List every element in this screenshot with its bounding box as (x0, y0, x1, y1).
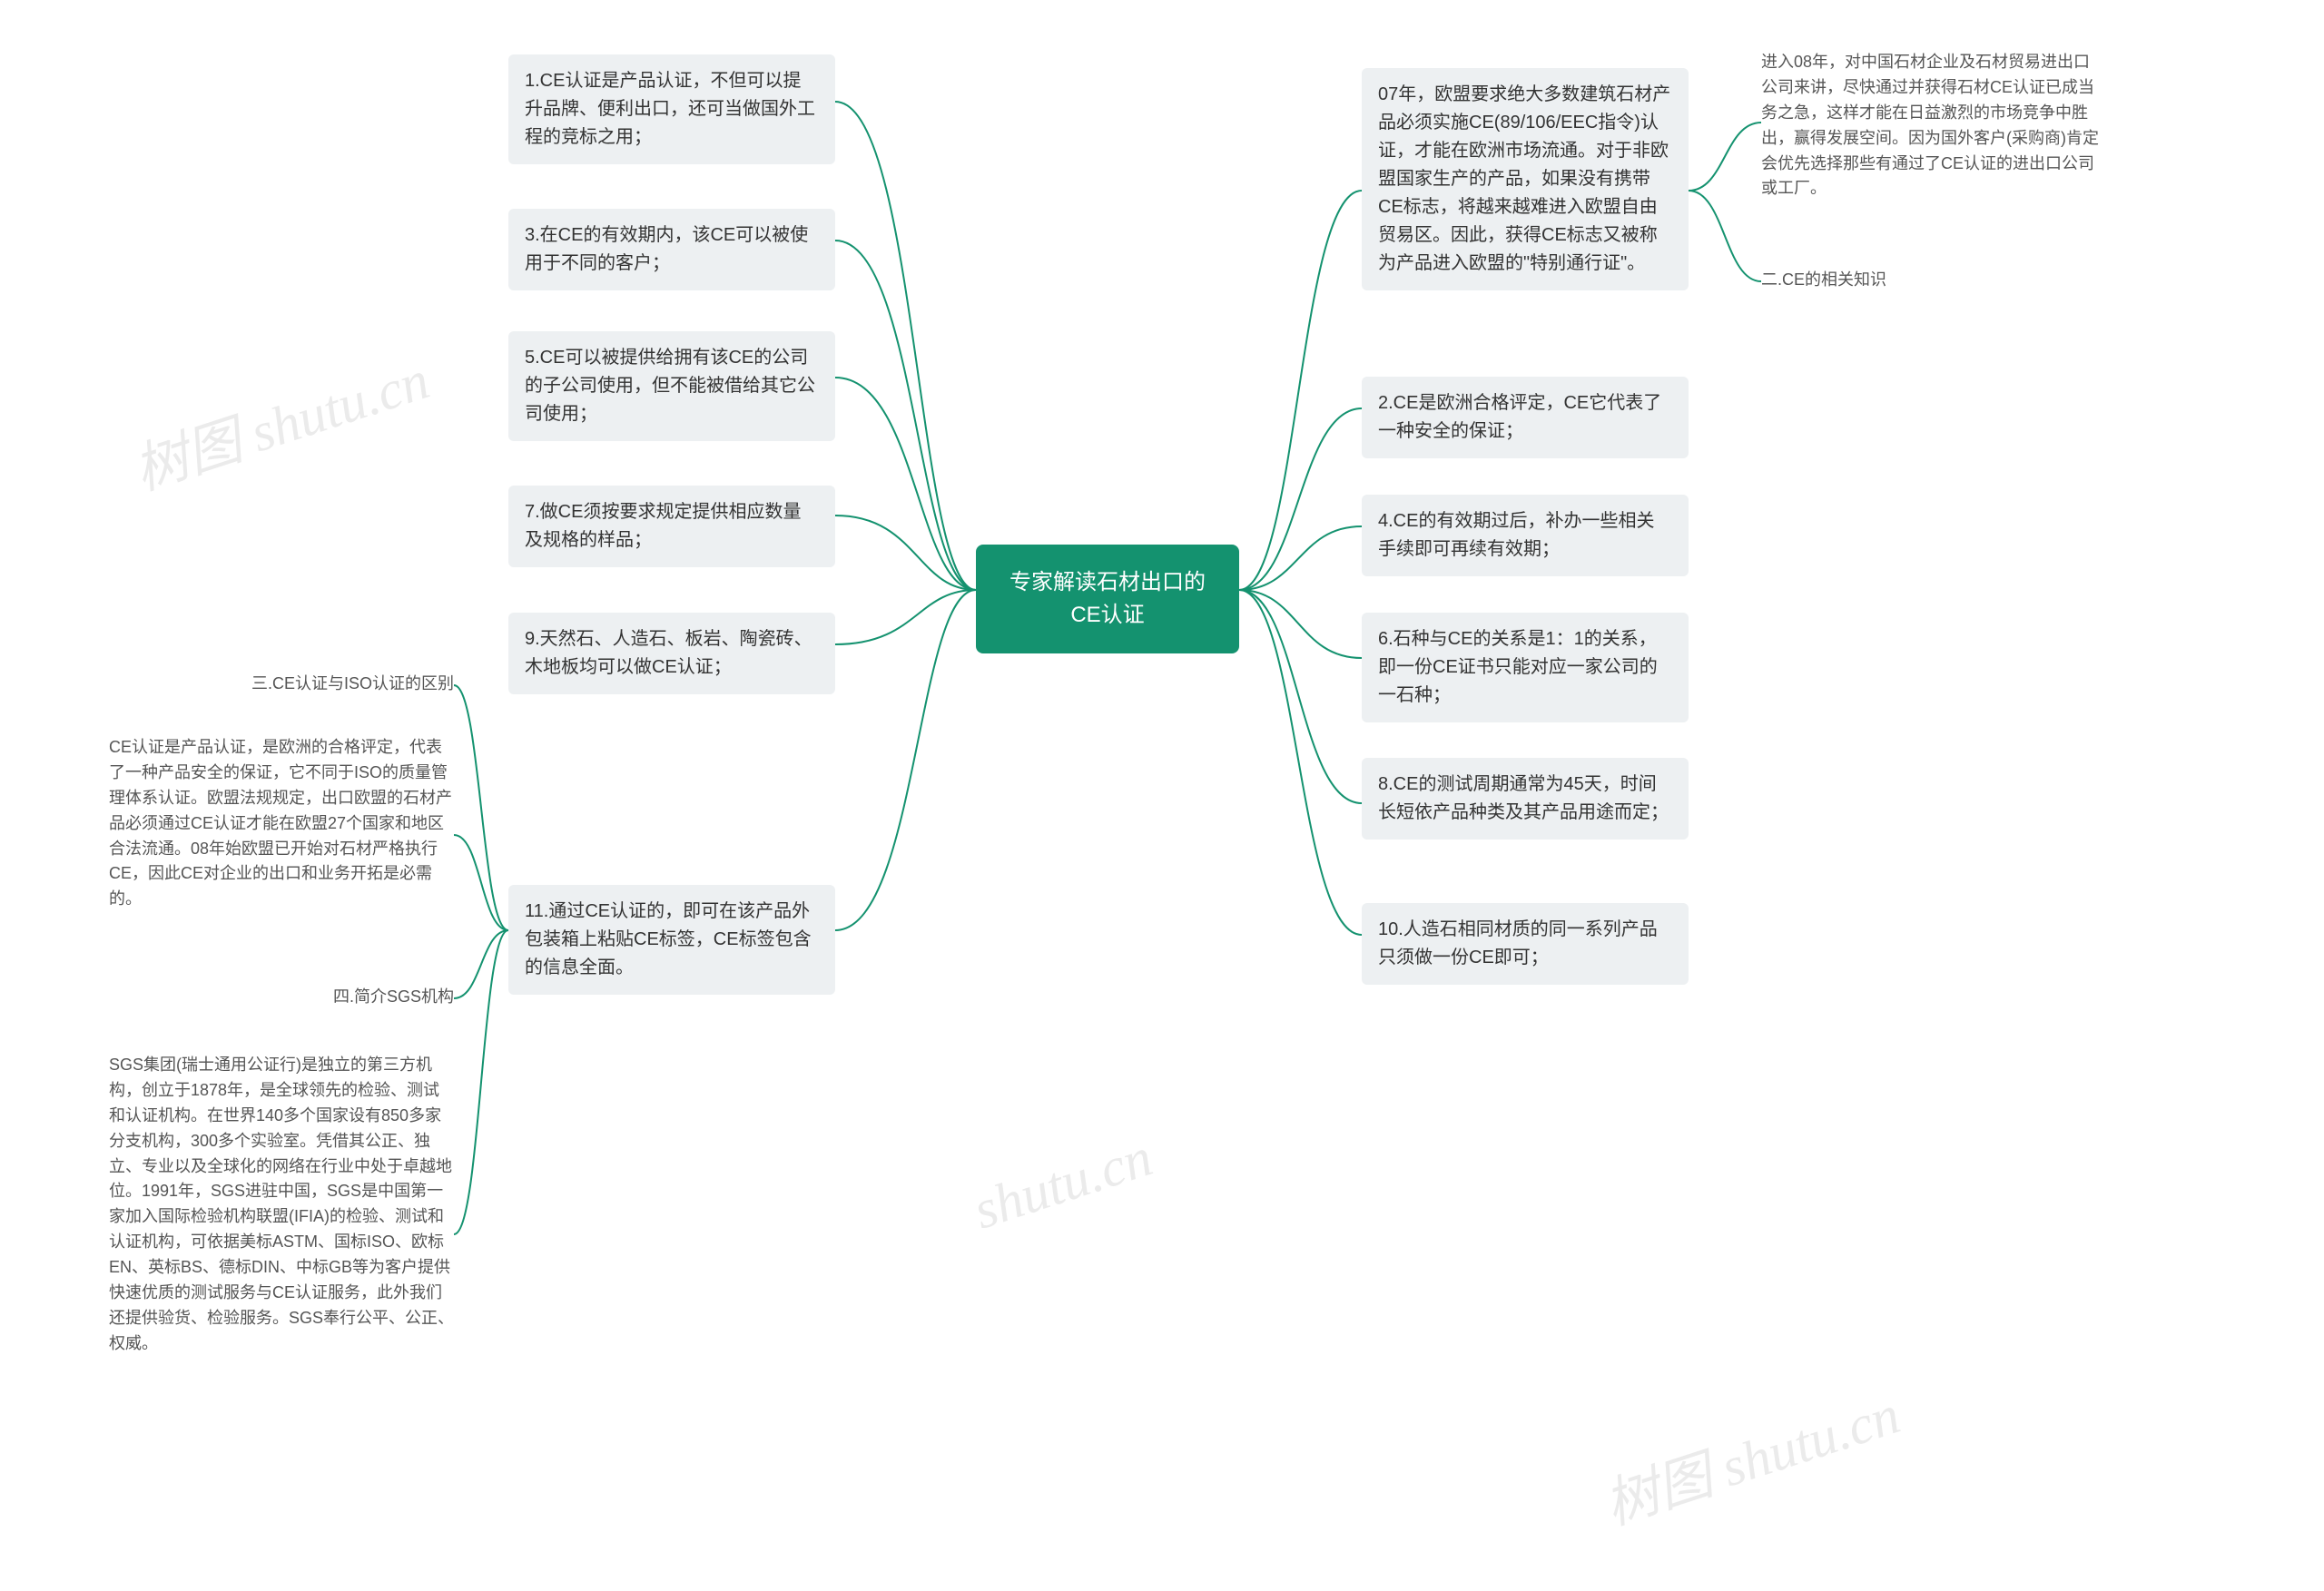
leaf-l11: 11.通过CE认证的，即可在该产品外包装箱上粘贴CE标签，CE标签包含的信息全面… (508, 885, 835, 995)
leaf-r2: 2.CE是欧洲合格评定，CE它代表了一种安全的保证； (1362, 377, 1689, 458)
leaf-l9: 9.天然石、人造石、板岩、陶瓷砖、木地板均可以做CE认证； (508, 613, 835, 694)
watermark: shutu.cn (966, 1126, 1159, 1242)
leaf-l1: 1.CE认证是产品认证，不但可以提升品牌、便利出口，还可当做国外工程的竞标之用； (508, 54, 835, 164)
leaf-r8: 8.CE的测试周期通常为45天，时间长短依产品种类及其产品用途而定； (1362, 758, 1689, 840)
detail-l11-b: CE认证是产品认证，是欧洲的合格评定，代表了一种产品安全的保证，它不同于ISO的… (109, 735, 454, 912)
center-node: 专家解读石材出口的CE认证 (976, 545, 1239, 653)
leaf-r6: 6.石种与CE的关系是1：1的关系，即一份CE证书只能对应一家公司的一石种； (1362, 613, 1689, 722)
watermark: 树图 shutu.cn (123, 336, 438, 506)
watermark: 树图 shutu.cn (1593, 1370, 1908, 1540)
leaf-r4: 4.CE的有效期过后，补办一些相关手续即可再续有效期； (1362, 495, 1689, 576)
leaf-l3: 3.在CE的有效期内，该CE可以被使用于不同的客户； (508, 209, 835, 290)
detail-l11-a: 三.CE认证与ISO认证的区别 (109, 672, 454, 697)
leaf-r10: 10.人造石相同材质的同一系列产品只须做一份CE即可； (1362, 903, 1689, 985)
mindmap-canvas: 树图 shutu.cn shutu.cn 树图 shutu.cn (0, 0, 2324, 1591)
leaf-l7: 7.做CE须按要求规定提供相应数量及规格的样品； (508, 486, 835, 567)
leaf-l5: 5.CE可以被提供给拥有该CE的公司的子公司使用，但不能被借给其它公司使用； (508, 331, 835, 441)
leaf-r1: 07年，欧盟要求绝大多数建筑石材产品必须实施CE(89/106/EEC指令)认证… (1362, 68, 1689, 290)
detail-l11-d: SGS集团(瑞士通用公证行)是独立的第三方机构，创立于1878年，是全球领先的检… (109, 1053, 454, 1357)
detail-l11-c: 四.简介SGS机构 (109, 985, 454, 1010)
detail-r1-b: 二.CE的相关知识 (1761, 268, 2106, 293)
detail-r1-a: 进入08年，对中国石材企业及石材贸易进出口公司来讲，尽快通过并获得石材CE认证已… (1761, 50, 2106, 201)
